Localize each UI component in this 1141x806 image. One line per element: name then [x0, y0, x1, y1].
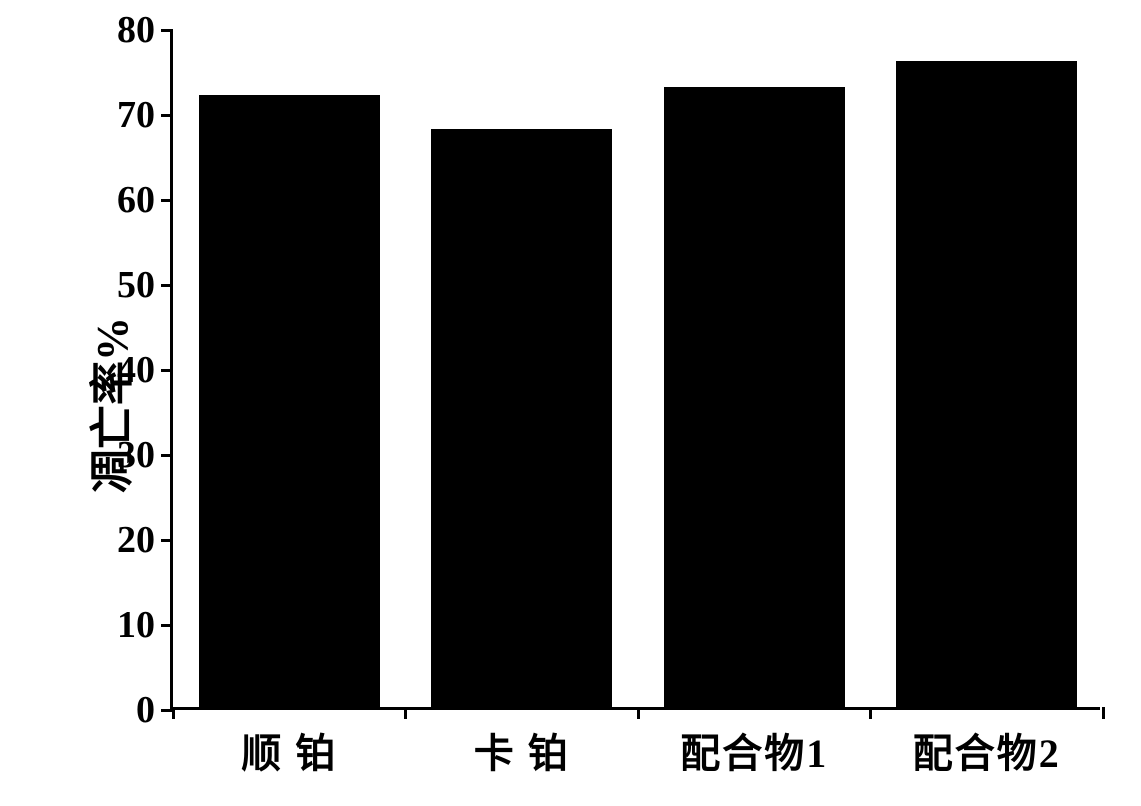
bar	[664, 87, 845, 708]
plot-area: 01020304050607080顺 铂卡 铂配合物1配合物2	[170, 30, 1100, 710]
x-tick-label: 卡 铂	[474, 721, 570, 779]
y-tick	[161, 454, 173, 457]
x-tick	[1102, 707, 1105, 719]
y-tick-label: 70	[117, 93, 155, 137]
x-tick	[404, 707, 407, 719]
y-tick	[161, 624, 173, 627]
x-tick	[869, 707, 872, 719]
y-tick	[161, 114, 173, 117]
x-tick	[172, 707, 175, 719]
chart-container: 凋亡率% 01020304050607080顺 铂卡 铂配合物1配合物2	[40, 20, 1120, 790]
bar	[199, 95, 380, 707]
x-tick-label: 顺 铂	[241, 721, 337, 779]
y-tick-label: 50	[117, 263, 155, 307]
y-tick	[161, 369, 173, 372]
y-tick	[161, 199, 173, 202]
y-tick-label: 20	[117, 518, 155, 562]
y-tick	[161, 539, 173, 542]
y-tick-label: 80	[117, 8, 155, 52]
y-tick-label: 60	[117, 178, 155, 222]
y-tick-label: 0	[136, 688, 155, 732]
y-tick-label: 30	[117, 433, 155, 477]
x-tick-label: 配合物1	[680, 721, 828, 779]
bar	[896, 61, 1077, 707]
y-tick	[161, 29, 173, 32]
x-tick	[637, 707, 640, 719]
bar	[431, 129, 612, 707]
y-tick-label: 40	[117, 348, 155, 392]
y-tick	[161, 284, 173, 287]
y-tick-label: 10	[117, 603, 155, 647]
x-tick-label: 配合物2	[913, 721, 1061, 779]
